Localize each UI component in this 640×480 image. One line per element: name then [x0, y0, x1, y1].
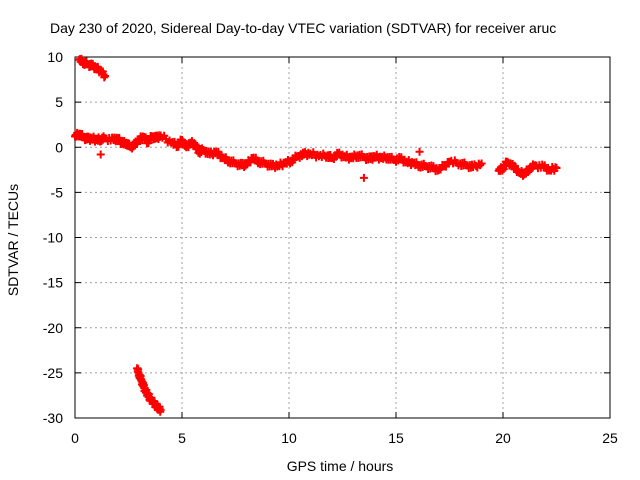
axis-ticks: 0 5 10 15 20 25 10 5 0 -5 -10 -15 -20 -25 -30: [43, 49, 618, 446]
data-point: [96, 150, 105, 159]
y-tick-label: -20: [43, 320, 63, 336]
y-tick-label: -30: [43, 410, 63, 426]
x-tick-label: 25: [602, 430, 618, 446]
x-axis-label: GPS time / hours: [287, 458, 394, 474]
data-marks: [71, 54, 561, 416]
data-point: [552, 164, 561, 173]
data-point: [156, 405, 165, 414]
y-tick-label: 0: [55, 139, 63, 155]
data-point: [100, 71, 109, 80]
grid: [75, 57, 610, 418]
y-tick-label: -25: [43, 365, 63, 381]
data-point: [359, 173, 368, 182]
data-point: [441, 162, 450, 171]
x-tick-label: 20: [495, 430, 511, 446]
data-point: [477, 159, 486, 168]
y-tick-label: 5: [55, 94, 63, 110]
x-tick-label: 5: [178, 430, 186, 446]
y-tick-label: -15: [43, 275, 63, 291]
y-tick-label: 10: [47, 49, 63, 65]
y-tick-label: -10: [43, 230, 63, 246]
data-point: [246, 158, 255, 167]
x-tick-label: 15: [388, 430, 404, 446]
y-axis-label: SDTVAR / TECUs: [5, 184, 21, 296]
y-tick-label: -5: [51, 184, 64, 200]
x-tick-label: 10: [281, 430, 297, 446]
data-point: [415, 147, 424, 156]
x-tick-label: 0: [71, 430, 79, 446]
chart-title: Day 230 of 2020, Sidereal Day-to-day VTE…: [50, 20, 556, 36]
